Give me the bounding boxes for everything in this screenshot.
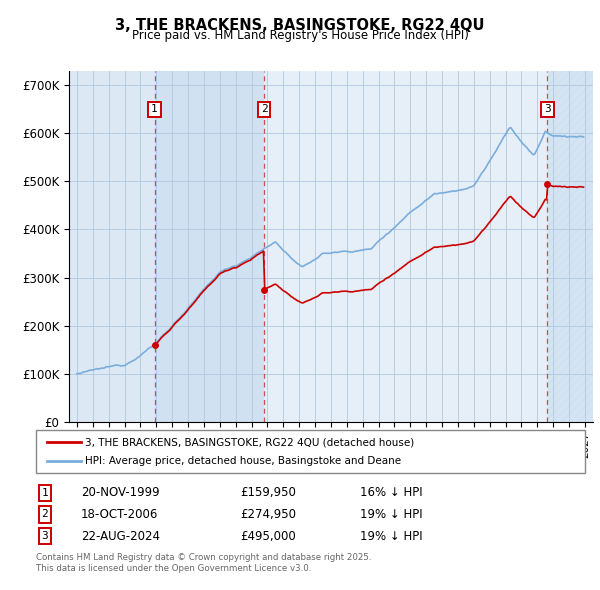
Bar: [547, 71, 593, 422]
Text: Price paid vs. HM Land Registry's House Price Index (HPI): Price paid vs. HM Land Registry's House …: [131, 30, 469, 42]
Text: HPI: Average price, detached house, Basingstoke and Deane: HPI: Average price, detached house, Basi…: [85, 456, 401, 466]
Text: 2: 2: [261, 104, 268, 114]
Text: £495,000: £495,000: [240, 530, 296, 543]
Text: 16% ↓ HPI: 16% ↓ HPI: [360, 486, 422, 499]
Text: £159,950: £159,950: [240, 486, 296, 499]
Text: £274,950: £274,950: [240, 508, 296, 521]
Text: 19% ↓ HPI: 19% ↓ HPI: [360, 508, 422, 521]
Bar: [155, 71, 264, 422]
Text: This data is licensed under the Open Government Licence v3.0.: This data is licensed under the Open Gov…: [36, 565, 311, 573]
Text: 3: 3: [544, 104, 551, 114]
Text: 3, THE BRACKENS, BASINGSTOKE, RG22 4QU: 3, THE BRACKENS, BASINGSTOKE, RG22 4QU: [115, 18, 485, 32]
Text: 3: 3: [41, 532, 49, 541]
Text: Contains HM Land Registry data © Crown copyright and database right 2025.: Contains HM Land Registry data © Crown c…: [36, 553, 371, 562]
Text: 3, THE BRACKENS, BASINGSTOKE, RG22 4QU (detached house): 3, THE BRACKENS, BASINGSTOKE, RG22 4QU (…: [85, 437, 415, 447]
Text: 19% ↓ HPI: 19% ↓ HPI: [360, 530, 422, 543]
Text: 22-AUG-2024: 22-AUG-2024: [81, 530, 160, 543]
Bar: [264, 71, 547, 422]
Text: 1: 1: [151, 104, 158, 114]
Text: 2: 2: [41, 510, 49, 519]
Text: 20-NOV-1999: 20-NOV-1999: [81, 486, 160, 499]
Text: 18-OCT-2006: 18-OCT-2006: [81, 508, 158, 521]
Text: 1: 1: [41, 488, 49, 497]
